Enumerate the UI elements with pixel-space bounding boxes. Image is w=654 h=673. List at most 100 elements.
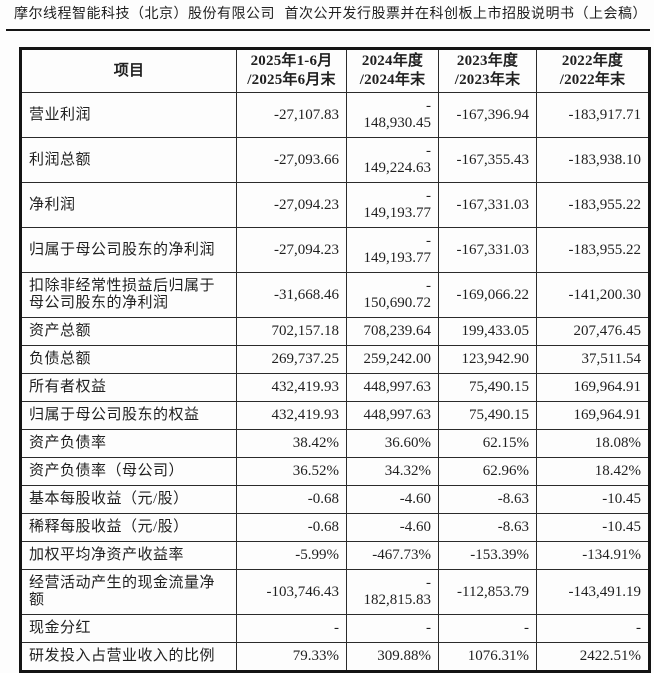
- cell-value: 123,942.90: [438, 345, 537, 374]
- cell-value: 448,997.63: [346, 401, 439, 430]
- table-row: 现金分红 - - - -: [20, 614, 650, 643]
- cell-value: - 149,224.63: [346, 137, 439, 183]
- row-label: 营业利润: [20, 92, 237, 138]
- cell-value: -143,491.19: [536, 569, 650, 615]
- row-label: 归属于母公司股东的净利润: [20, 227, 237, 273]
- table-row: 营业利润 -27,107.83- 148,930.45 -167,396.94 -18…: [20, 92, 650, 138]
- cell-value: -112,853.79: [438, 569, 537, 615]
- cell-value: -167,331.03: [438, 182, 537, 228]
- financial-summary-table: 项目 2025年1-6月 /2025年6月末 2024年度 /2024年末 2023年…: [19, 47, 651, 673]
- cell-value: 199,433.05: [438, 317, 537, 346]
- cell-value: 432,419.93: [236, 373, 347, 402]
- cell-value: 75,490.15: [438, 401, 537, 430]
- cell-value: -183,917.71: [536, 92, 650, 138]
- cell-value: -: [438, 614, 537, 643]
- cell-value: -8.63: [438, 513, 537, 542]
- cell-value: 2422.51%: [536, 642, 650, 672]
- cell-value: 36.52%: [236, 457, 347, 486]
- cell-value: -153.39%: [438, 541, 537, 570]
- cell-value: -183,955.22: [536, 227, 650, 273]
- cell-value: 432,419.93: [236, 401, 347, 430]
- cell-value: 259,242.00: [346, 345, 439, 374]
- cell-value: 62.96%: [438, 457, 537, 486]
- cell-value: - 148,930.45: [346, 92, 439, 138]
- column-header-period: 2023年度 /2023年末: [438, 48, 537, 93]
- document-title: 首次公开发行股票并在科创板上市招股说明书（上会稿）: [284, 7, 647, 22]
- cell-value: 207,476.45: [536, 317, 650, 346]
- cell-value: -169,066.22: [438, 272, 537, 318]
- row-label: 现金分红: [20, 614, 237, 643]
- cell-value: 34.32%: [346, 457, 439, 486]
- row-label: 负债总额: [20, 345, 237, 374]
- cell-value: 169,964.91: [536, 401, 650, 430]
- cell-value: 1076.31%: [438, 642, 537, 672]
- cell-value: -141,200.30: [536, 272, 650, 318]
- cell-value: -31,668.46: [236, 272, 347, 318]
- row-label: 资产负债率（母公司）: [20, 457, 237, 486]
- cell-value: -0.68: [236, 513, 347, 542]
- row-label: 加权平均净资产收益率: [20, 541, 237, 570]
- cell-value: 269,737.25: [236, 345, 347, 374]
- row-label: 净利润: [20, 182, 237, 228]
- cell-value: 38.42%: [236, 429, 347, 458]
- table-row: 稀释每股收益（元/股） -0.68 -4.60 -8.63 -10.45: [20, 513, 650, 542]
- row-label: 经营活动产生的现金流量净 额: [20, 569, 237, 615]
- table-row: 资产负债率（母公司） 36.52% 34.32% 62.96% 18.42%: [20, 457, 650, 486]
- cell-value: -27,094.23: [236, 182, 347, 228]
- row-label: 扣除非经常性损益后归属于 母公司股东的净利润: [20, 272, 237, 318]
- cell-value: -4.60: [346, 485, 439, 514]
- cell-value: -103,746.43: [236, 569, 347, 615]
- column-header-period: 2025年1-6月 /2025年6月末: [236, 48, 347, 93]
- cell-value: -134.91%: [536, 541, 650, 570]
- cell-value: -183,938.10: [536, 137, 650, 183]
- table-row: 归属于母公司股东的权益 432,419.93 448,997.63 75,490.15…: [20, 401, 650, 430]
- cell-value: -27,094.23: [236, 227, 347, 273]
- table-row: 研发投入占营业收入的比例 79.33% 309.88% 1076.31% 2422.51…: [20, 642, 650, 672]
- table-body: 营业利润 -27,107.83- 148,930.45 -167,396.94 -18…: [20, 92, 650, 672]
- row-label: 基本每股收益（元/股）: [20, 485, 237, 514]
- cell-value: 75,490.15: [438, 373, 537, 402]
- table-row: 扣除非经常性损益后归属于 母公司股东的净利润 -31,668.46- 150,69…: [20, 272, 650, 318]
- table-row: 利润总额 -27,093.66- 149,224.63 -167,355.43 -18…: [20, 137, 650, 183]
- table-row: 加权平均净资产收益率 -5.99% -467.73% -153.39% -134.91%: [20, 541, 650, 570]
- cell-value: 708,239.64: [346, 317, 439, 346]
- cell-value: 37,511.54: [536, 345, 650, 374]
- row-label: 资产负债率: [20, 429, 237, 458]
- company-name: 摩尔线程智能科技（北京）股份有限公司: [14, 7, 275, 22]
- cell-value: 309.88%: [346, 642, 439, 672]
- cell-value: - 182,815.83: [346, 569, 439, 615]
- page-header: 摩尔线程智能科技（北京）股份有限公司 首次公开发行股票并在科创板上市招股说明书（…: [0, 6, 654, 24]
- cell-value: -10.45: [536, 513, 650, 542]
- cell-value: -: [236, 614, 347, 643]
- cell-value: 36.60%: [346, 429, 439, 458]
- table-row: 净利润 -27,094.23- 149,193.77 -167,331.03 -183…: [20, 182, 650, 228]
- row-label: 稀释每股收益（元/股）: [20, 513, 237, 542]
- cell-value: -183,955.22: [536, 182, 650, 228]
- table-row: 经营活动产生的现金流量净 额 -103,746.43- 182,815.83 -11…: [20, 569, 650, 615]
- table-row: 资产负债率 38.42% 36.60% 62.15% 18.08%: [20, 429, 650, 458]
- table-row: 负债总额 269,737.25 259,242.00 123,942.90 37,511…: [20, 345, 650, 374]
- row-label: 研发投入占营业收入的比例: [20, 642, 237, 672]
- cell-value: -27,107.83: [236, 92, 347, 138]
- cell-value: -467.73%: [346, 541, 439, 570]
- table-head-row: 项目 2025年1-6月 /2025年6月末 2024年度 /2024年末 2023年…: [20, 48, 650, 93]
- cell-value: - 149,193.77: [346, 182, 439, 228]
- cell-value: -5.99%: [236, 541, 347, 570]
- header-rule: [6, 29, 650, 31]
- row-label: 资产总额: [20, 317, 237, 346]
- cell-value: 79.33%: [236, 642, 347, 672]
- cell-value: 18.08%: [536, 429, 650, 458]
- table-row: 基本每股收益（元/股） -0.68 -4.60 -8.63 -10.45: [20, 485, 650, 514]
- cell-value: 169,964.91: [536, 373, 650, 402]
- cell-value: -167,331.03: [438, 227, 537, 273]
- cell-value: 702,157.18: [236, 317, 347, 346]
- cell-value: -0.68: [236, 485, 347, 514]
- cell-value: 18.42%: [536, 457, 650, 486]
- cell-value: 62.15%: [438, 429, 537, 458]
- table-row: 资产总额 702,157.18 708,239.64 199,433.05 207,47…: [20, 317, 650, 346]
- column-header-period: 2022年度 /2022年末: [536, 48, 650, 93]
- row-label: 利润总额: [20, 137, 237, 183]
- cell-value: -: [346, 614, 439, 643]
- column-header-period: 2024年度 /2024年末: [346, 48, 439, 93]
- table-row: 所有者权益 432,419.93 448,997.63 75,490.15 169,96…: [20, 373, 650, 402]
